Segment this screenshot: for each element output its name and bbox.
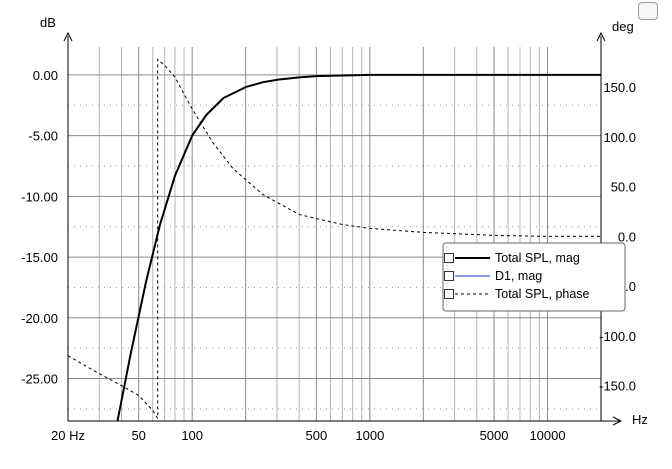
legend-checkbox[interactable] — [444, 289, 454, 299]
y-right-axis-arrow — [596, 31, 606, 42]
tick-labels: 20 Hz 50 100 500 1000 5000 10000 0.00 -5.00 -10.0… — [21, 68, 636, 443]
legend-checkbox[interactable] — [444, 271, 454, 281]
y-right-tick-label: 150.0 — [603, 80, 636, 95]
x-unit: Hz — [632, 412, 648, 427]
y-left-unit: dB — [40, 15, 56, 30]
y-left-tick-label: 0.00 — [33, 68, 58, 83]
y-right-tick-label: 50.0 — [611, 180, 636, 195]
legend-label: Total SPL, phase — [495, 287, 590, 301]
y-left-tick-label: -5.00 — [28, 129, 58, 144]
legend-label: Total SPL, mag — [495, 251, 580, 265]
legend-checkbox[interactable] — [444, 253, 454, 263]
y-left-tick-label: -25.00 — [21, 372, 58, 387]
y-right-unit: deg — [612, 19, 634, 34]
y-right-tick-label: -100.0 — [599, 329, 636, 344]
legend-label: D1, mag — [495, 269, 542, 283]
x-tick-label: 10000 — [529, 428, 565, 443]
x-tick-label: 100 — [181, 428, 203, 443]
x-tick-label: 500 — [306, 428, 328, 443]
y-left-tick-label: -15.00 — [21, 250, 58, 265]
corner-toggle-button[interactable] — [638, 2, 658, 20]
x-tick-label: 20 Hz — [51, 428, 85, 443]
series-line-total-spl-mag — [116, 73, 601, 421]
y-right-tick-label: 100.0 — [603, 130, 636, 145]
y-right-tick-label: 0.0 — [618, 229, 636, 244]
series-layer — [68, 58, 601, 421]
x-tick-label: 1000 — [355, 428, 384, 443]
grid — [67, 47, 602, 421]
y-left-tick-label: -10.00 — [21, 189, 58, 204]
legend-box — [442, 242, 626, 312]
y-left-tick-label: -20.00 — [21, 311, 58, 326]
x-axis-arrow — [601, 416, 623, 426]
y-left-axis-arrow — [63, 31, 73, 42]
legend: Total SPL, mag D1, mag Total SPL, phase — [442, 242, 626, 312]
x-tick-label: 5000 — [480, 428, 509, 443]
y-right-tick-label: -150.0 — [599, 379, 636, 394]
series-line-total-spl-phase — [68, 58, 601, 419]
axes — [63, 31, 623, 426]
x-tick-label: 50 — [131, 428, 145, 443]
